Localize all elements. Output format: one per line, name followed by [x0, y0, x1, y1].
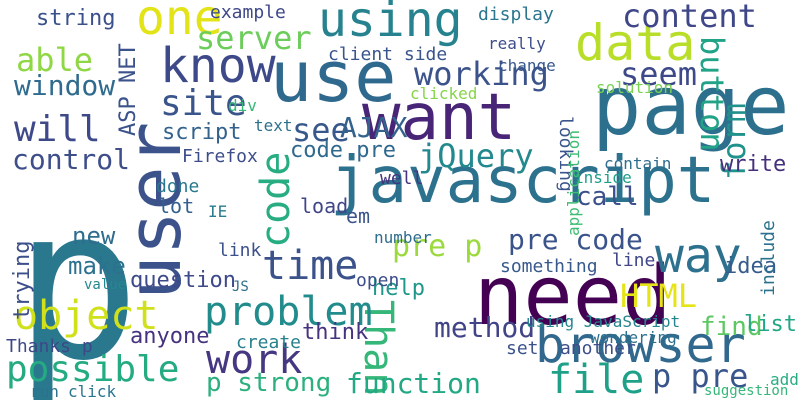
- word: javascript: [330, 144, 716, 218]
- word: see: [292, 111, 350, 149]
- word: function: [346, 367, 481, 400]
- word: time: [262, 243, 359, 289]
- word: data: [575, 14, 696, 72]
- word: link: [218, 240, 262, 261]
- word: help: [372, 276, 425, 301]
- word: really: [488, 34, 546, 53]
- word: code: [253, 151, 299, 248]
- word: Thanks p: [6, 336, 93, 357]
- word: browser: [535, 316, 746, 374]
- word: able: [16, 41, 94, 79]
- word: add: [770, 370, 799, 389]
- word: content: [622, 0, 757, 35]
- word: write: [720, 152, 787, 177]
- word: method: [434, 311, 536, 344]
- word: one: [136, 0, 223, 46]
- word: window: [14, 69, 116, 102]
- word: AJAX: [340, 111, 408, 144]
- word: inside: [574, 168, 632, 187]
- word: client side: [328, 44, 448, 65]
- word: p: [14, 162, 141, 400]
- word: need: [474, 249, 672, 344]
- word: display: [478, 4, 554, 25]
- word: JS: [232, 279, 249, 295]
- word: call: [576, 182, 639, 212]
- word: run: [30, 382, 59, 400]
- word: find: [700, 312, 763, 342]
- word: site: [160, 83, 247, 124]
- word: open: [356, 270, 400, 291]
- word: HTML: [620, 277, 698, 315]
- word: pre code: [508, 223, 643, 256]
- word: list: [744, 312, 797, 337]
- word: contain: [604, 154, 672, 173]
- word: make: [68, 252, 126, 280]
- word: change: [498, 56, 556, 75]
- word: idea: [724, 254, 777, 279]
- word: working: [414, 55, 549, 93]
- word: done: [156, 176, 200, 197]
- word: ASP NET: [116, 43, 141, 136]
- word: include: [758, 220, 779, 296]
- word: em: [346, 204, 371, 228]
- word: possible: [6, 349, 180, 390]
- word: seem: [620, 55, 698, 93]
- word: problem: [204, 289, 373, 335]
- word: lot: [158, 194, 195, 218]
- word: anyone: [130, 324, 210, 349]
- word: script: [162, 120, 242, 145]
- word: control: [12, 143, 131, 176]
- word: using: [318, 0, 463, 48]
- word: create: [236, 332, 302, 353]
- word: Firefox: [182, 146, 258, 167]
- word: know: [160, 38, 276, 94]
- word: server: [196, 19, 312, 57]
- word: text: [254, 116, 293, 135]
- word: load: [300, 194, 349, 218]
- word: suggestion: [704, 383, 789, 399]
- word: p strong: [206, 368, 332, 398]
- word: another: [560, 338, 636, 359]
- word: application: [564, 130, 583, 236]
- word: trying: [10, 240, 35, 320]
- word: pre p: [392, 229, 483, 264]
- word: work: [206, 337, 303, 383]
- word: using JavaScript: [526, 312, 681, 331]
- word: question: [130, 268, 236, 293]
- word: page: [592, 59, 790, 154]
- word: will: [14, 109, 101, 150]
- word: jQuery: [418, 137, 534, 175]
- word: set: [506, 338, 539, 359]
- word: div: [228, 96, 257, 115]
- word: clicked: [410, 84, 478, 103]
- word: solution: [596, 78, 674, 97]
- word: use: [270, 36, 397, 118]
- word: something: [500, 256, 598, 277]
- word: p pre: [652, 357, 749, 395]
- word: value: [84, 277, 127, 293]
- word: think: [302, 320, 369, 345]
- word: want: [362, 81, 517, 155]
- word: string: [36, 6, 116, 31]
- word: object: [14, 293, 159, 339]
- word: wondering: [590, 328, 677, 347]
- word: number: [374, 228, 432, 247]
- word: way: [655, 228, 742, 284]
- word: example: [210, 2, 286, 23]
- word: IE: [208, 202, 228, 221]
- word: click: [68, 382, 117, 400]
- word: new: [72, 222, 116, 250]
- word: line: [612, 250, 656, 271]
- word: file: [548, 357, 645, 400]
- word: code pre: [290, 138, 396, 163]
- word: well: [380, 168, 424, 189]
